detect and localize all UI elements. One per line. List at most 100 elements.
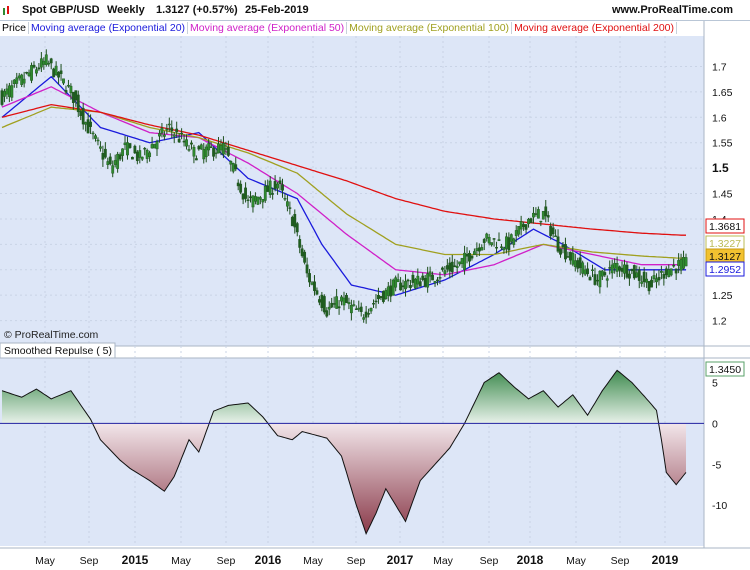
candle-body (165, 128, 169, 131)
candle-body (682, 257, 685, 269)
candle-body (17, 75, 21, 79)
candle-body (637, 269, 641, 281)
candle-body (359, 306, 363, 312)
candle-body (529, 218, 533, 224)
candle-body (441, 267, 444, 270)
candle-body (362, 317, 366, 320)
candle-body (647, 281, 651, 292)
price-tick-label: 1.55 (712, 138, 733, 150)
legend-item-1[interactable]: Moving average (Exponential 20) (28, 22, 189, 34)
candle-body (217, 143, 220, 154)
candle-body (194, 158, 198, 161)
ma-line-3 (1, 103, 686, 236)
candle-body (411, 274, 415, 283)
price-tick-label: 1.65 (712, 87, 733, 99)
candle-body (241, 193, 245, 200)
candle-body (197, 146, 201, 150)
candle-body (283, 198, 287, 200)
candle-body (669, 268, 673, 276)
time-tick-label: 2017 (387, 553, 414, 567)
time-tick-label: 2015 (122, 553, 149, 567)
candle-body (207, 143, 211, 151)
candle-body (598, 270, 602, 288)
candle-body (258, 197, 262, 200)
candle-body (470, 255, 474, 259)
legend-item-2[interactable]: Moving average (Exponential 50) (188, 22, 348, 34)
candle-body (391, 279, 395, 296)
candle-body (64, 90, 68, 93)
candle-body (539, 220, 543, 223)
candle-body (549, 225, 553, 236)
candle-body (645, 278, 649, 283)
candle-body (123, 142, 127, 146)
candle-body (458, 261, 462, 265)
candle-body (317, 299, 321, 303)
indicator-title-box (0, 342, 116, 359)
candle-body (135, 151, 139, 162)
candle-body (475, 248, 479, 251)
legend-item-0[interactable]: Price (0, 22, 29, 34)
candle-body (455, 265, 459, 268)
candle-body (679, 259, 683, 271)
candle-body (254, 196, 257, 202)
last-price-change: 1.3127 (+0.57%) (156, 4, 238, 16)
legend-item-3[interactable]: Moving average (Exponential 100) (347, 22, 513, 34)
candle-body (677, 260, 681, 266)
candle-body (236, 182, 240, 187)
price-tick-label: 1.25 (712, 290, 733, 302)
candle-body (406, 279, 410, 282)
candle-body (69, 85, 73, 94)
candle-body (74, 90, 78, 101)
candle-body (84, 122, 88, 125)
candle-body (143, 147, 147, 150)
candle-body (635, 272, 639, 278)
candle-body (300, 248, 304, 257)
candle-body (364, 311, 368, 318)
candle-body (625, 264, 629, 278)
candle-body (482, 239, 486, 243)
candle-body (315, 290, 319, 295)
candle-body (655, 278, 658, 283)
candle-body (623, 264, 626, 274)
candle-body (426, 273, 430, 288)
candle-body (345, 295, 348, 304)
candle-body (57, 71, 60, 78)
candle-body (477, 247, 481, 252)
candle-body (399, 282, 402, 291)
candle-body (504, 236, 508, 249)
repulse-tick-label: -10 (712, 500, 727, 512)
candle-body (588, 277, 592, 281)
candle-body (256, 196, 260, 205)
repulse-tick-label: -5 (712, 459, 721, 471)
candle-body (369, 307, 373, 312)
candle-body (497, 239, 501, 241)
candle-body (10, 85, 14, 98)
candle-body (303, 251, 307, 263)
candle-body (492, 238, 496, 240)
candle-body (367, 313, 371, 315)
symbol-name: Spot GBP/USD (22, 4, 100, 16)
candle-body (290, 216, 294, 227)
candle-body (566, 256, 570, 258)
candle-body (202, 149, 206, 160)
candle-body (239, 183, 243, 193)
candle-body (522, 224, 526, 228)
site-url[interactable]: www.ProRealTime.com (612, 4, 734, 16)
ema20-value-tag-box (705, 261, 745, 277)
candle-body (170, 127, 174, 132)
time-tick-label: May (433, 555, 454, 567)
candle-body (578, 257, 582, 269)
candle-body (349, 304, 353, 314)
candle-body (450, 261, 454, 273)
candle-body (192, 146, 196, 157)
candle-body (421, 275, 425, 280)
candle-body (404, 281, 407, 290)
candle-body (187, 149, 191, 151)
last-price-tag: 1.3127 (709, 251, 741, 263)
candle-body (652, 275, 656, 280)
legend-item-4[interactable]: Moving average (Exponential 200) (512, 22, 677, 34)
candle-body (229, 161, 233, 165)
candle-body (453, 265, 457, 267)
candle-body (138, 150, 142, 158)
candle-body (332, 303, 336, 305)
